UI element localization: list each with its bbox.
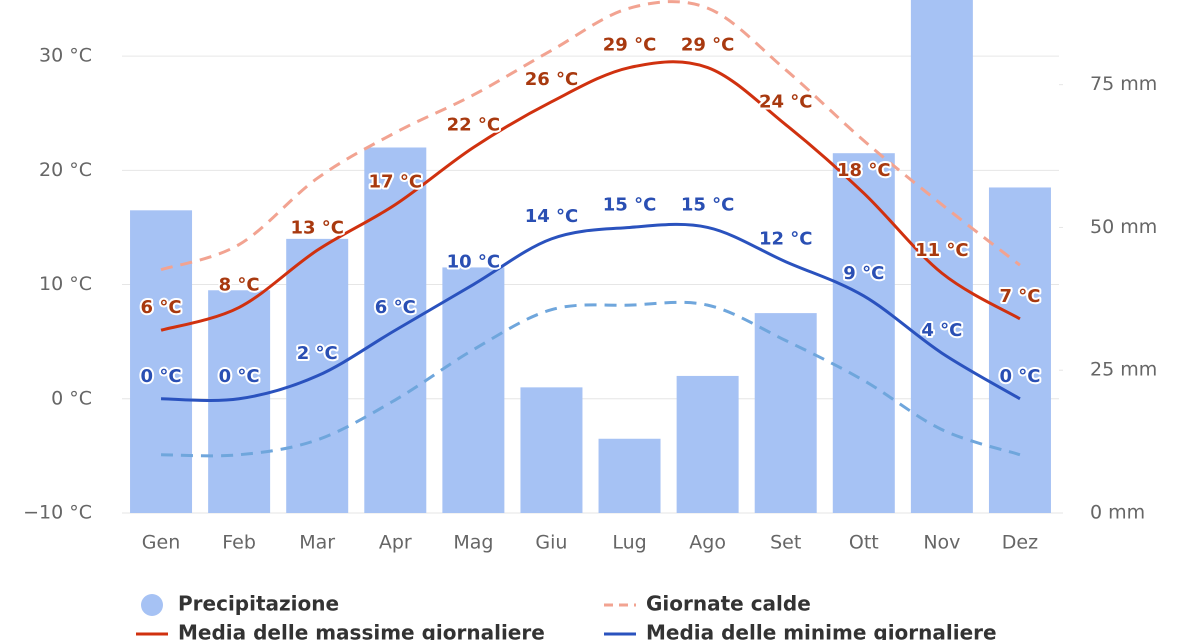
x-tick-label: Mar bbox=[299, 532, 335, 554]
data-label: 15 °C bbox=[681, 194, 735, 215]
x-tick-label: Dez bbox=[1002, 532, 1038, 554]
data-label: 17 °C bbox=[369, 172, 423, 193]
data-label: 11 °C bbox=[915, 240, 969, 261]
y-tick-label: 0 °C bbox=[51, 387, 92, 409]
data-label: 10 °C bbox=[447, 252, 501, 273]
legend-marker bbox=[141, 594, 163, 616]
data-label: 7 °C bbox=[999, 286, 1040, 307]
x-tick-label: Gen bbox=[142, 532, 180, 554]
data-label: 22 °C bbox=[447, 114, 501, 135]
bar bbox=[442, 267, 505, 513]
data-label: 13 °C bbox=[290, 217, 344, 238]
data-label: 9 °C bbox=[843, 263, 884, 284]
bar bbox=[754, 313, 817, 513]
line bbox=[161, 222, 1021, 402]
y2-tick-label: 0 mm bbox=[1090, 502, 1145, 524]
bar bbox=[832, 153, 895, 513]
legend-label: Media delle minime giornaliere bbox=[646, 621, 997, 641]
data-label: 0 °C bbox=[219, 366, 260, 387]
line bbox=[160, 60, 1021, 332]
data-label: 6 °C bbox=[141, 297, 182, 318]
y2-tick-label: 75 mm bbox=[1090, 73, 1157, 95]
data-label: 0 °C bbox=[141, 366, 182, 387]
y-tick-label: 30 °C bbox=[39, 45, 92, 67]
x-tick-label: Set bbox=[770, 532, 801, 554]
line bbox=[160, 0, 1021, 272]
x-tick-label: Ago bbox=[689, 532, 726, 554]
data-label: 12 °C bbox=[759, 229, 813, 250]
y-tick-label: 10 °C bbox=[39, 273, 92, 295]
bar bbox=[520, 387, 583, 513]
x-tick-label: Ott bbox=[849, 532, 879, 554]
data-label: 14 °C bbox=[525, 206, 579, 227]
legend-label: Giornate calde bbox=[646, 592, 811, 616]
legend-label: Precipitazione bbox=[178, 592, 339, 616]
x-tick-label: Feb bbox=[222, 532, 256, 554]
bar bbox=[988, 187, 1051, 513]
data-label: 8 °C bbox=[219, 274, 260, 295]
data-label: 29 °C bbox=[603, 35, 657, 56]
x-tick-label: Lug bbox=[612, 532, 646, 554]
data-label: 2 °C bbox=[297, 343, 338, 364]
x-tick-label: Apr bbox=[379, 532, 412, 554]
data-label: 0 °C bbox=[999, 366, 1040, 387]
legend-label: Media delle massime giornaliere bbox=[178, 621, 545, 641]
bar bbox=[676, 375, 739, 513]
y2-tick-label: 50 mm bbox=[1090, 216, 1157, 238]
bar bbox=[910, 0, 973, 513]
bar bbox=[130, 210, 193, 513]
x-tick-label: Mag bbox=[453, 532, 493, 554]
data-label: 26 °C bbox=[525, 69, 579, 90]
bar bbox=[598, 438, 661, 513]
data-label: 6 °C bbox=[375, 297, 416, 318]
x-tick-label: Giu bbox=[535, 532, 567, 554]
line bbox=[161, 300, 1021, 458]
x-tick-label: Nov bbox=[923, 532, 960, 554]
data-label: 4 °C bbox=[921, 320, 962, 341]
y2-tick-label: 25 mm bbox=[1090, 359, 1157, 381]
data-label: 24 °C bbox=[759, 92, 813, 113]
y-tick-label: 20 °C bbox=[39, 159, 92, 181]
y-tick-label: −10 °C bbox=[23, 502, 92, 524]
data-label: 29 °C bbox=[681, 35, 735, 56]
data-label: 15 °C bbox=[603, 194, 657, 215]
data-label: 18 °C bbox=[837, 160, 891, 181]
